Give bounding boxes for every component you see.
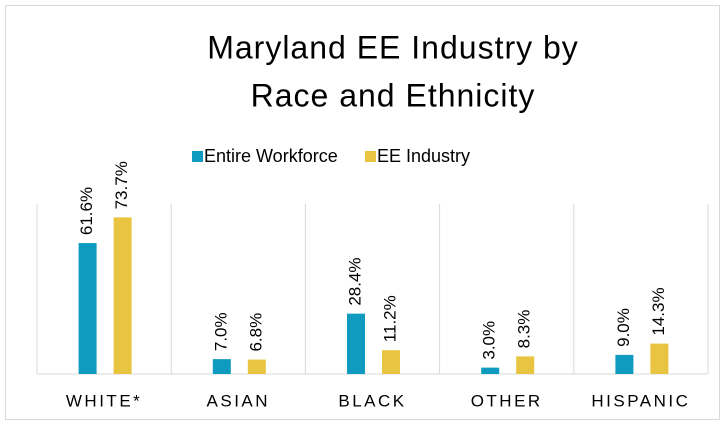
data-label: 14.3% xyxy=(649,287,668,335)
bar xyxy=(516,356,535,374)
x-tick-label: ASIAN xyxy=(207,391,271,410)
legend-swatch xyxy=(365,151,376,162)
data-label: 28.4% xyxy=(345,257,364,305)
x-tick-label: OTHER xyxy=(471,391,543,410)
data-label: 6.8% xyxy=(246,313,265,352)
bar xyxy=(113,217,132,374)
data-label: 11.2% xyxy=(380,295,399,342)
bar xyxy=(650,343,669,374)
bar xyxy=(247,359,266,374)
bar xyxy=(615,354,634,374)
bar xyxy=(347,313,365,374)
legend-label: EE Industry xyxy=(377,146,470,166)
data-label: 73.7% xyxy=(112,161,131,209)
bar xyxy=(212,359,231,374)
chart-title: Maryland EE Industry by xyxy=(207,29,579,65)
x-tick-label: BLACK xyxy=(338,391,406,410)
bar xyxy=(382,350,400,374)
data-label: 3.0% xyxy=(480,321,499,360)
legend-swatch xyxy=(192,151,203,162)
x-tick-label: HISPANIC xyxy=(591,391,690,410)
bar xyxy=(481,367,500,374)
legend-label: Entire Workforce xyxy=(204,146,338,166)
chart-title: Race and Ethnicity xyxy=(251,77,536,113)
x-tick-label: WHITE* xyxy=(66,391,142,410)
data-label: 9.0% xyxy=(614,308,633,347)
data-label: 7.0% xyxy=(211,312,230,351)
bar xyxy=(78,243,97,374)
data-label: 61.6% xyxy=(77,187,96,235)
data-label: 8.3% xyxy=(515,310,534,349)
